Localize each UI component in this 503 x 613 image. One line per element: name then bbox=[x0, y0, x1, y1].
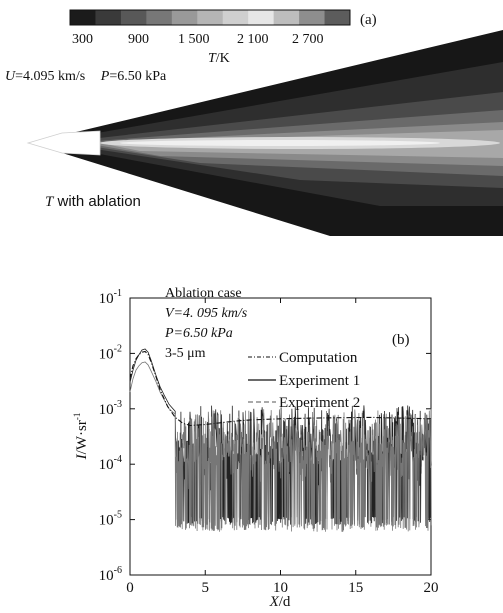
radiation-intensity-panel: 10-6 10-5 10-4 10-3 10-2 10-1 0 5 10 15 20 (b) Ab… bbox=[0, 240, 503, 610]
annotation-line-4: 3-5 μm bbox=[165, 346, 206, 361]
ablation-caption: T with ablation bbox=[45, 193, 141, 210]
ablation-caption-symbol: T bbox=[45, 194, 55, 210]
series-layer bbox=[129, 348, 432, 532]
legend-label-computation: Computation bbox=[279, 350, 358, 366]
x-axis-label-unit: /d bbox=[279, 594, 291, 608]
condition-u-symbol: U bbox=[5, 69, 16, 84]
y-tick-exponent: -4 bbox=[114, 454, 122, 465]
x-tick-label: 5 bbox=[202, 580, 210, 596]
colorbar-tick-1500: 1 500 bbox=[178, 32, 210, 47]
condition-p-value: =6.50 kPa bbox=[109, 69, 167, 84]
y-tick-base: 10 bbox=[99, 291, 114, 307]
colorbar-swatch-1 bbox=[95, 10, 122, 25]
y-tick-exponent: -6 bbox=[114, 565, 122, 576]
colorbar-frame bbox=[69, 9, 351, 26]
y-tick-base: 10 bbox=[99, 402, 114, 418]
y-tick-exponent: -5 bbox=[114, 510, 122, 521]
condition-u-value: =4.095 km/s bbox=[15, 69, 85, 84]
series-line-computation bbox=[129, 350, 432, 427]
colorbar-swatch-2 bbox=[120, 10, 147, 25]
x-axis-label-symbol: X bbox=[269, 594, 280, 608]
y-axis-ticks: 10-610-510-410-310-210-1 bbox=[99, 288, 431, 584]
x-axis-label: X/d bbox=[269, 594, 291, 608]
colorbar-tick-2100: 2 100 bbox=[237, 32, 269, 47]
colorbar-label-symbol: T bbox=[208, 51, 217, 66]
colorbar-swatch-7 bbox=[248, 10, 275, 25]
panel-a-label: (a) bbox=[360, 12, 377, 28]
ablation-caption-text: with ablation bbox=[53, 193, 141, 210]
colorbar-swatch-6 bbox=[222, 10, 249, 25]
y-tick-label: 10-6 bbox=[99, 565, 122, 584]
x-tick-label: 20 bbox=[424, 580, 439, 596]
legend-item-experiment-2: Experiment 2 bbox=[248, 395, 360, 411]
legend-label-experiment-2: Experiment 2 bbox=[279, 395, 360, 411]
y-tick-label: 10-4 bbox=[99, 454, 122, 473]
y-tick-exponent: -1 bbox=[114, 288, 122, 299]
y-tick-label: 10-2 bbox=[99, 343, 122, 362]
legend-item-experiment-1: Experiment 1 bbox=[248, 373, 360, 389]
y-axis-label-exponent: -1 bbox=[72, 413, 82, 421]
panel-b-label: (b) bbox=[392, 332, 410, 348]
colorbar-tick-labels: 300 900 1 500 2 100 2 700 bbox=[72, 32, 324, 47]
colorbar-tick-900: 900 bbox=[128, 32, 149, 47]
y-tick-base: 10 bbox=[99, 346, 114, 362]
annotation-block: Ablation case V=4. 095 km/s P=6.50 kPa 3… bbox=[164, 286, 248, 361]
y-tick-label: 10-5 bbox=[99, 510, 122, 529]
annotation-line-2: V=4. 095 km/s bbox=[165, 306, 248, 321]
annotation-line-1: Ablation case bbox=[165, 286, 242, 301]
x-tick-label: 0 bbox=[126, 580, 134, 596]
contour-core-hottest bbox=[120, 140, 440, 146]
y-tick-base: 10 bbox=[99, 568, 114, 584]
colorbar-label: T/K bbox=[208, 51, 230, 66]
temperature-contour-panel: 300 900 1 500 2 100 2 700 T/K (a) U=4.09… bbox=[0, 0, 503, 240]
legend-item-computation: Computation bbox=[248, 350, 358, 366]
colorbar-swatch-8 bbox=[273, 10, 300, 25]
x-tick-label: 15 bbox=[348, 580, 363, 596]
y-tick-base: 10 bbox=[99, 457, 114, 473]
series-line-experiment-2 bbox=[129, 361, 432, 532]
y-tick-exponent: -3 bbox=[114, 399, 122, 410]
colorbar-tick-300: 300 bbox=[72, 32, 93, 47]
temperature-colorbar bbox=[69, 9, 351, 26]
temperature-contour-figure: 300 900 1 500 2 100 2 700 T/K (a) U=4.09… bbox=[5, 9, 503, 236]
y-tick-label: 10-1 bbox=[99, 288, 122, 307]
colorbar-swatch-10 bbox=[324, 10, 351, 25]
colorbar-swatch-4 bbox=[171, 10, 198, 25]
colorbar-swatch-9 bbox=[299, 10, 326, 25]
y-axis-label-symbol: I bbox=[74, 453, 90, 460]
legend-label-experiment-1: Experiment 1 bbox=[279, 373, 360, 389]
y-axis-label: I/W·sr-1 bbox=[72, 413, 90, 461]
colorbar-swatch-5 bbox=[197, 10, 224, 25]
y-axis-label-unit: /W·sr bbox=[74, 420, 90, 454]
colorbar-swatch-0 bbox=[70, 10, 96, 25]
y-tick-base: 10 bbox=[99, 513, 114, 529]
colorbar-label-unit: /K bbox=[216, 51, 230, 66]
temperature-contour-plume bbox=[26, 30, 503, 236]
colorbar-tick-2700: 2 700 bbox=[292, 32, 324, 47]
x-axis-ticks: 0 5 10 15 20 bbox=[126, 298, 439, 596]
x-tick-label: 10 bbox=[273, 580, 288, 596]
annotation-line-3: P=6.50 kPa bbox=[164, 326, 233, 341]
y-tick-label: 10-3 bbox=[99, 399, 122, 418]
y-tick-exponent: -2 bbox=[114, 343, 122, 354]
condition-p-symbol: P bbox=[100, 69, 110, 84]
colorbar-swatch-3 bbox=[146, 10, 173, 25]
legend: Computation Experiment 1 Experiment 2 bbox=[248, 350, 360, 411]
missile-body bbox=[26, 130, 101, 156]
flow-conditions: U=4.095 km/s P=6.50 kPa bbox=[5, 69, 167, 84]
radiation-intensity-chart: 10-610-510-410-310-210-1 0 5 10 15 20 (b) Ab… bbox=[72, 286, 439, 610]
